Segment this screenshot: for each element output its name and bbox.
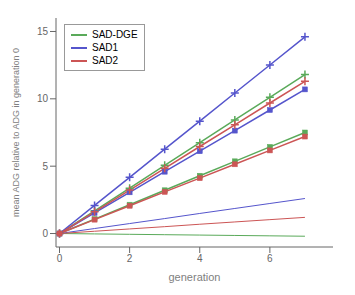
svg-text:0: 0 (42, 228, 48, 239)
svg-text:6: 6 (267, 253, 273, 264)
svg-text:10: 10 (37, 93, 49, 104)
html-text:SAD-DGE: SAD-DGE (92, 29, 138, 40)
svg-text:5: 5 (42, 161, 48, 172)
svg-text:4: 4 (197, 253, 203, 264)
svg-text:15: 15 (37, 26, 49, 37)
html-text:SAD1: SAD1 (92, 42, 119, 53)
svg-text:generation: generation (169, 271, 221, 283)
svg-text:0: 0 (57, 253, 63, 264)
svg-text:mean ADG relative to ADG in ge: mean ADG relative to ADG in generation 0 (11, 48, 21, 217)
html-text:SAD2: SAD2 (92, 55, 119, 66)
svg-text:2: 2 (127, 253, 133, 264)
